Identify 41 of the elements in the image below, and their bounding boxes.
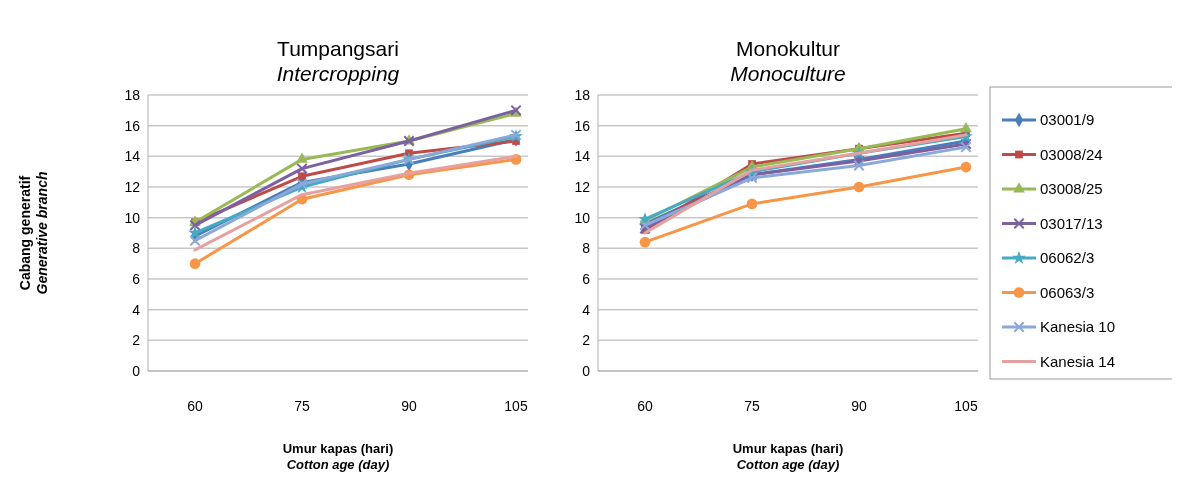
legend-label: 03008/25 (1040, 180, 1103, 198)
y-tick-label: 18 (574, 86, 591, 103)
legend-label: 03008/24 (1040, 145, 1103, 163)
chart-title: Monokultur Monoculture (730, 37, 846, 86)
y-tick-label: 10 (124, 209, 141, 226)
y-tick-label: 12 (124, 178, 141, 195)
x-axis-title: Umur kapas (hari) Cotton age (day) (732, 441, 844, 472)
y-tick-label: 16 (124, 117, 141, 134)
x-tick-label: 60 (187, 398, 203, 414)
y-tick-label: 2 (582, 332, 591, 349)
legend-label: Kanesia 10 (1040, 318, 1116, 336)
y-tick-label: 18 (124, 86, 141, 103)
y-tick-label: 12 (574, 178, 591, 195)
y-tick-label: 6 (132, 270, 141, 287)
x-tick-label: 75 (294, 398, 310, 414)
legend-label: 03001/9 (1040, 111, 1095, 129)
y-tick-label: 8 (132, 240, 141, 257)
x-axis-title: Umur kapas (hari) Cotton age (day) (282, 441, 394, 472)
legend-label: 06062/3 (1040, 249, 1095, 267)
x-tick-label: 90 (401, 398, 417, 414)
y-axis-title: Cabang generatif Generative branch (17, 171, 50, 295)
x-tick-label: 105 (954, 398, 978, 414)
y-tick-label: 10 (574, 209, 591, 226)
legend-label: Kanesia 14 (1040, 352, 1116, 370)
y-tick-label: 8 (582, 240, 591, 257)
y-tick-label: 6 (582, 270, 591, 287)
legend-label: 06063/3 (1040, 283, 1095, 301)
y-tick-label: 14 (574, 148, 591, 165)
x-tick-label: 75 (744, 398, 760, 414)
x-tick-label: 90 (851, 398, 867, 414)
y-tick-label: 4 (582, 301, 591, 318)
y-tick-label: 4 (132, 301, 141, 318)
y-tick-label: 0 (582, 362, 591, 379)
y-tick-label: 0 (132, 362, 141, 379)
x-tick-label: 105 (504, 398, 528, 414)
y-tick-label: 2 (132, 332, 141, 349)
chart-title: Tumpangsari Intercropping (276, 37, 400, 86)
y-tick-label: 16 (574, 117, 591, 134)
legend-label: 03017/13 (1040, 214, 1103, 232)
x-tick-label: 60 (637, 398, 653, 414)
y-tick-label: 14 (124, 148, 141, 165)
